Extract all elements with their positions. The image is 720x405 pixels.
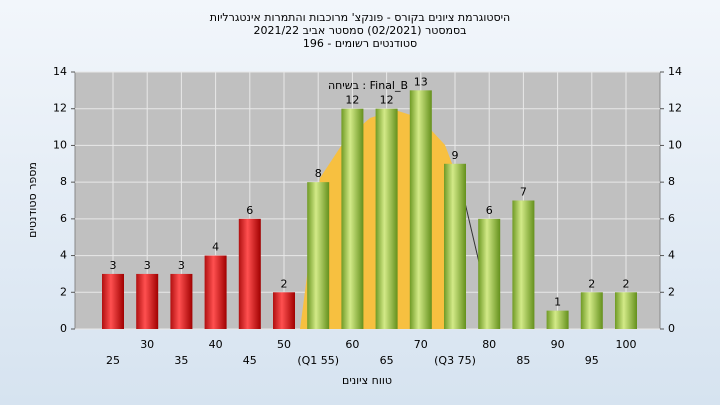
- y2-tick-label: 2: [668, 285, 675, 298]
- bar: [580, 292, 603, 329]
- x-tick-label: 80: [482, 338, 496, 351]
- bar: [444, 163, 466, 329]
- x-tick-label: 65: [380, 354, 394, 367]
- bar: [478, 218, 501, 329]
- x-axis-label: טווח ציונים: [342, 374, 392, 387]
- bar-value-label: 12: [345, 94, 359, 107]
- y-axis-label: מספר סטודנטים: [26, 162, 39, 238]
- y2-tick-label: 12: [668, 102, 682, 115]
- bar-value-label: 3: [178, 259, 185, 272]
- bar-value-label: 7: [520, 186, 527, 199]
- bar-value-label: 2: [588, 277, 595, 290]
- bar-value-label: 6: [486, 204, 493, 217]
- x-tick-label: 30: [140, 338, 154, 351]
- bar: [512, 200, 535, 329]
- x-tick-label: 95: [585, 354, 599, 367]
- y2-tick-label: 10: [668, 138, 682, 151]
- chart-title: היסטוגרמת ציונים בקורס - פונקצ' מרוכבות …: [210, 11, 511, 24]
- x-tick-label: (Q1 55): [297, 354, 339, 367]
- x-tick-label: 45: [243, 354, 257, 367]
- x-tick-label: 100: [616, 338, 637, 351]
- bar-value-label: 3: [144, 259, 151, 272]
- bar-value-label: 1: [554, 296, 561, 309]
- x-tick-label: (Q3 75): [434, 354, 476, 367]
- bar: [409, 90, 432, 329]
- x-tick-label: 50: [277, 338, 291, 351]
- bar-value-label: 12: [380, 94, 394, 107]
- bar: [341, 108, 364, 329]
- y-tick-label: 8: [60, 175, 67, 188]
- y-tick-label: 6: [60, 212, 67, 225]
- bar: [238, 218, 261, 329]
- bar-value-label: 6: [246, 204, 253, 217]
- y-tick-label: 12: [53, 102, 67, 115]
- bar: [375, 108, 398, 329]
- x-tick-label: 90: [551, 338, 565, 351]
- bar: [136, 273, 159, 329]
- bar-value-label: 2: [623, 277, 630, 290]
- y2-tick-label: 6: [668, 212, 675, 225]
- bar-value-label: 4: [212, 241, 219, 254]
- y-tick-label: 2: [60, 285, 67, 298]
- x-tick-label: 70: [414, 338, 428, 351]
- y-tick-label: 4: [60, 249, 67, 262]
- annotation: בשיחה : Final_B: [328, 79, 408, 92]
- bar-value-label: 8: [315, 167, 322, 180]
- bar-value-label: 3: [110, 259, 117, 272]
- bar: [307, 182, 330, 329]
- bar: [204, 255, 227, 329]
- bar-value-label: 13: [414, 75, 428, 88]
- chart-subtitle: בסמסטר (02/2021) סמסטר אביב 2021/22: [253, 24, 466, 37]
- y2-tick-label: 8: [668, 175, 675, 188]
- y2-tick-label: 14: [668, 65, 682, 78]
- bar: [546, 310, 569, 329]
- x-tick-label: 60: [345, 338, 359, 351]
- bar: [273, 292, 295, 329]
- y-tick-label: 0: [60, 322, 67, 335]
- bar: [102, 273, 124, 329]
- y-tick-label: 14: [53, 65, 67, 78]
- bar-value-label: 2: [281, 277, 288, 290]
- bar: [615, 292, 637, 329]
- x-tick-label: 35: [174, 354, 188, 367]
- y2-tick-label: 4: [668, 249, 675, 262]
- chart-subtitle: סטודנטים רשומים - 196: [303, 37, 417, 50]
- bar-value-label: 9: [452, 149, 459, 162]
- y2-tick-label: 0: [668, 322, 675, 335]
- x-tick-label: 40: [209, 338, 223, 351]
- x-tick-label: 85: [516, 354, 530, 367]
- y-tick-label: 10: [53, 138, 67, 151]
- bar: [170, 273, 193, 329]
- x-tick-label: 25: [106, 354, 120, 367]
